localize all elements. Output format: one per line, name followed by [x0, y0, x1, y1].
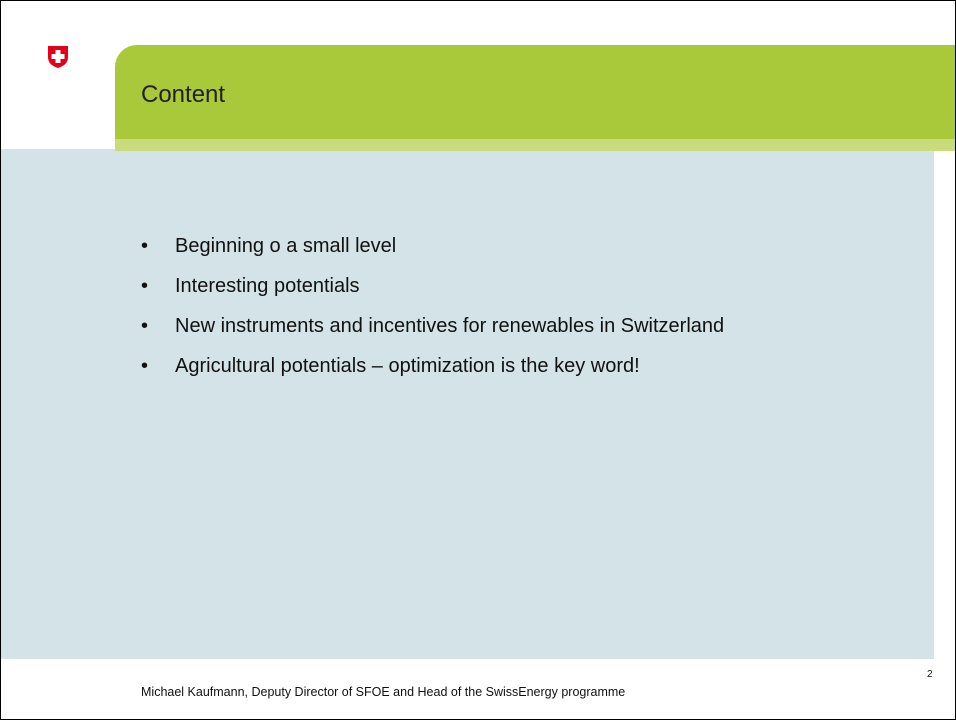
bullet: Beginning o a small level	[141, 235, 724, 259]
title-strip	[115, 139, 955, 151]
page-number: 2	[927, 669, 933, 680]
bullet: Agricultural potentials – optimization i…	[141, 355, 724, 379]
bullet: New instruments and incentives for renew…	[141, 315, 724, 339]
bullet: Interesting potentials	[141, 275, 724, 299]
slide-title: Content	[141, 81, 226, 108]
title-bar	[115, 45, 955, 141]
footer: Michael Kaufmann, Deputy Director of SFO…	[141, 685, 626, 699]
swiss-logo	[48, 46, 68, 68]
bullet-list: Beginning o a small level Interesting po…	[141, 235, 724, 395]
content-panel	[1, 149, 934, 659]
